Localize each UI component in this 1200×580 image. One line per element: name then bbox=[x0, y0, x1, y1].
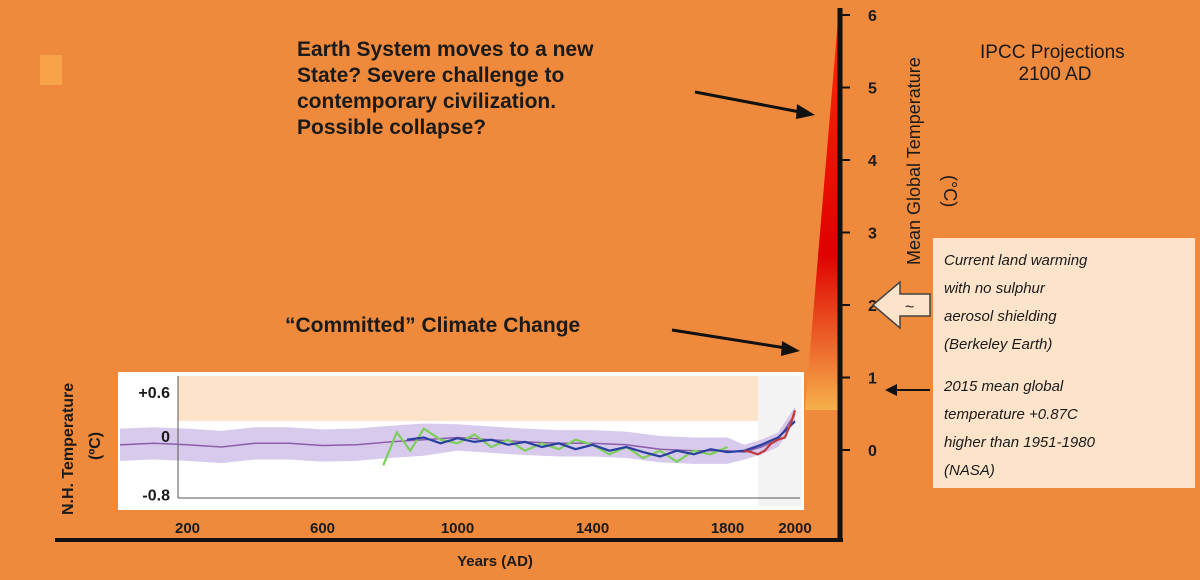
right-axis-tick-label: 0 bbox=[868, 443, 877, 460]
inset-y-tick-label: +0.6 bbox=[138, 385, 170, 402]
note-line: 2015 mean global bbox=[943, 378, 1064, 395]
inset-series-line bbox=[744, 409, 797, 456]
right-axis-tick-label: 5 bbox=[868, 81, 877, 98]
committed-label: “Committed” Climate Change bbox=[285, 314, 580, 337]
inset-series-line bbox=[406, 420, 796, 458]
note-line: temperature +0.87C bbox=[944, 406, 1078, 423]
right-axis-label: Mean Global Temperature bbox=[904, 57, 924, 265]
note-line: higher than 1951-1980 bbox=[944, 434, 1096, 451]
inset-y-ticks: +0.6 0 -0.8 bbox=[138, 385, 170, 505]
decorative-mark bbox=[40, 55, 62, 85]
headline-line: State? Severe challenge to bbox=[297, 64, 564, 87]
inset-top-band bbox=[178, 376, 758, 421]
ipcc-line: IPCC Projections bbox=[980, 42, 1125, 63]
headline-line: Possible collapse? bbox=[297, 116, 486, 139]
note-line: Current land warming bbox=[944, 252, 1088, 269]
x-tick-label: 1400 bbox=[576, 520, 609, 537]
headline-arrowhead bbox=[796, 104, 815, 119]
x-axis-label: Years (AD) bbox=[457, 553, 533, 570]
approx-icon: ~ bbox=[905, 299, 914, 316]
x-axis-ticks: 200 600 1000 1400 1800 2000 bbox=[175, 520, 812, 537]
right-axis-tick-label: 6 bbox=[868, 8, 877, 25]
right-axis-ticks: 0 1 2 3 4 5 6 bbox=[840, 8, 877, 460]
right-axis-tick-label: 1 bbox=[868, 371, 877, 388]
note-berkeley: Current land warming with no sulphur aer… bbox=[944, 252, 1092, 353]
inset-y-tick-label: -0.8 bbox=[142, 488, 170, 505]
inset-yunit: (ºC) bbox=[87, 432, 104, 460]
committed-arrow bbox=[671, 328, 787, 350]
note-line: with no sulphur bbox=[944, 280, 1046, 297]
right-axis-tick-label: 2 bbox=[868, 298, 877, 315]
x-tick-label: 1800 bbox=[711, 520, 744, 537]
headline-arrow bbox=[694, 90, 801, 114]
projection-wedge bbox=[805, 20, 838, 410]
note-line: (NASA) bbox=[944, 462, 995, 479]
note-line: (Berkeley Earth) bbox=[944, 336, 1052, 353]
headline-line: contemporary civilization. bbox=[297, 90, 556, 113]
right-axis-tick-label: 4 bbox=[868, 153, 877, 170]
inset-y-tick-label: 0 bbox=[161, 429, 170, 446]
x-tick-label: 2000 bbox=[778, 520, 811, 537]
inset-uncertainty-band bbox=[120, 406, 795, 464]
inset-series bbox=[119, 409, 797, 466]
note-line: aerosol shielding bbox=[944, 308, 1057, 325]
x-tick-label: 600 bbox=[310, 520, 335, 537]
note-nasa: 2015 mean global temperature +0.87C high… bbox=[943, 378, 1099, 479]
hollow-arrow-icon bbox=[871, 280, 931, 330]
headline: Earth System moves to a new State? Sever… bbox=[297, 38, 599, 139]
headline-line: Earth System moves to a new bbox=[297, 38, 594, 61]
nasa-arrowhead bbox=[885, 384, 897, 396]
right-axis-unit: (°C) bbox=[940, 175, 960, 207]
ipcc-label: IPCC Projections 2100 AD bbox=[980, 42, 1130, 85]
notes-panel bbox=[933, 238, 1195, 488]
ipcc-line: 2100 AD bbox=[1019, 64, 1092, 85]
right-axis-tick-label: 3 bbox=[868, 226, 877, 243]
x-tick-label: 200 bbox=[175, 520, 200, 537]
x-tick-label: 1000 bbox=[441, 520, 474, 537]
committed-arrowhead bbox=[781, 341, 800, 356]
inset-ylabel: N.H. Temperature bbox=[60, 383, 77, 515]
